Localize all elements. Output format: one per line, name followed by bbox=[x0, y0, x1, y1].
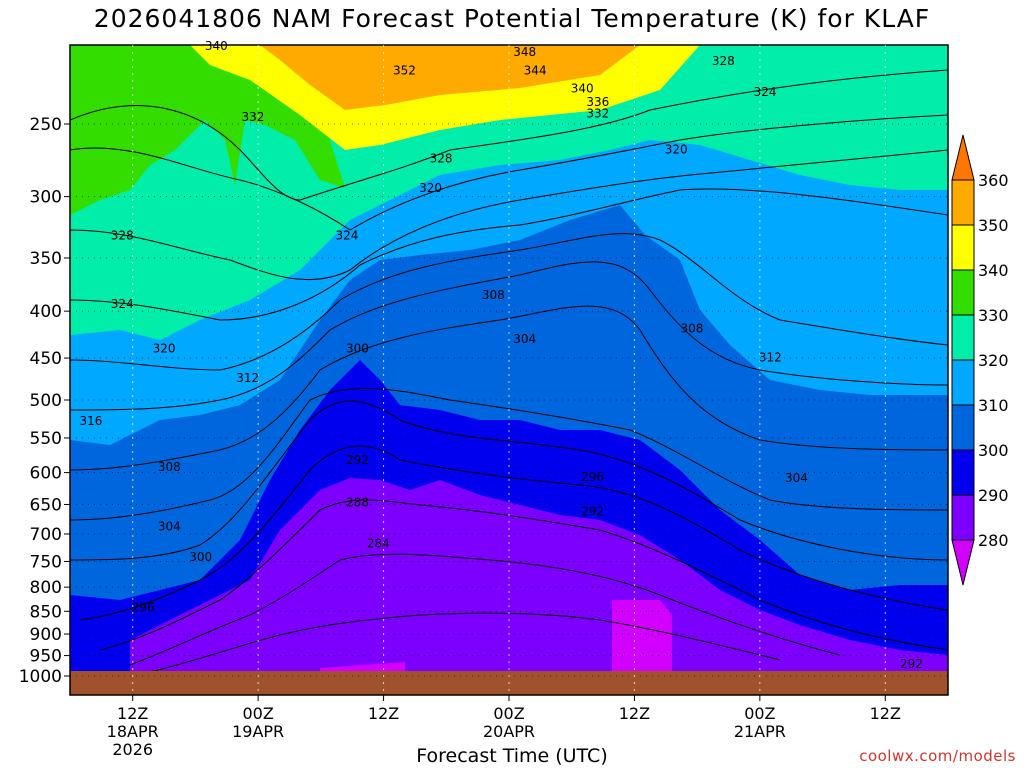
x-tick-label: 12Z bbox=[117, 704, 148, 723]
y-tick-label: 900 bbox=[30, 625, 62, 645]
contour-label: 336 bbox=[586, 95, 609, 109]
colorbar-label: 310 bbox=[978, 396, 1009, 415]
x-tick-label: 12Z bbox=[619, 704, 650, 723]
contour-label: 320 bbox=[665, 143, 688, 157]
field-290-300 bbox=[130, 478, 948, 695]
contour-label: 304 bbox=[513, 332, 536, 346]
contour-label: 324 bbox=[336, 229, 359, 243]
contour-label: 292 bbox=[900, 657, 923, 671]
colorbar-label: 330 bbox=[978, 306, 1009, 325]
contour-label: 340 bbox=[205, 39, 228, 53]
contour-labels: 3403523483443403363323283243203323283203… bbox=[79, 39, 922, 671]
contour-label: 300 bbox=[189, 550, 212, 564]
x-tick-label: 18APR bbox=[107, 722, 159, 741]
colorbar: 280 290 300 310 320 330 340 350 360 bbox=[951, 134, 1009, 586]
contour-label: 332 bbox=[586, 107, 609, 121]
colorbar-label: 320 bbox=[978, 351, 1009, 370]
y-tick-label: 300 bbox=[30, 188, 62, 208]
y-tick-label: 650 bbox=[30, 495, 62, 515]
contour-label: 308 bbox=[482, 288, 505, 302]
colorbar-swatch bbox=[951, 179, 975, 226]
colorbar-swatch bbox=[951, 359, 975, 406]
colorbar-swatch bbox=[951, 494, 975, 541]
contour-label: 308 bbox=[158, 460, 181, 474]
y-tick-label: 350 bbox=[30, 249, 62, 269]
contour-label: 300 bbox=[346, 341, 369, 355]
colorbar-bottom-arrow bbox=[951, 539, 975, 586]
x-tick-label: 2026 bbox=[112, 740, 153, 759]
field-360-orange bbox=[260, 45, 640, 110]
colorbar-label: 360 bbox=[978, 171, 1009, 190]
contour-label: 320 bbox=[153, 341, 176, 355]
y-tick-label: 950 bbox=[30, 647, 62, 667]
contour-lines bbox=[70, 69, 948, 673]
y-tick-label: 1000 bbox=[19, 667, 62, 687]
plot-area bbox=[70, 45, 948, 695]
y-tick-label: 850 bbox=[30, 602, 62, 622]
grid-lines bbox=[70, 45, 948, 695]
x-tick-label: 00Z bbox=[242, 704, 273, 723]
contour-label: 352 bbox=[393, 63, 416, 77]
credit-link[interactable]: coolwx.com/models bbox=[859, 747, 1016, 765]
y-tick-label: 400 bbox=[30, 302, 62, 322]
x-tick-label: 00Z bbox=[493, 704, 524, 723]
y-tick-label: 600 bbox=[30, 464, 62, 484]
contour-label: 332 bbox=[241, 110, 264, 124]
contour-label: 284 bbox=[367, 536, 390, 550]
contour-label: 308 bbox=[680, 322, 703, 336]
y-tick-label: 800 bbox=[30, 578, 62, 598]
contour-label: 328 bbox=[111, 229, 134, 243]
contour-label: 312 bbox=[236, 371, 259, 385]
contour-label: 292 bbox=[346, 453, 369, 467]
colorbar-top-arrow bbox=[951, 134, 975, 181]
x-tick-label: 00Z bbox=[744, 704, 775, 723]
x-tick-label: 19APR bbox=[232, 722, 284, 741]
contour-label: 312 bbox=[759, 350, 782, 364]
x-axis-title: Forecast Time (UTC) bbox=[416, 745, 608, 767]
contour-label: 324 bbox=[754, 85, 777, 99]
colorbar-label: 340 bbox=[978, 261, 1009, 280]
contour-label: 320 bbox=[419, 181, 442, 195]
colorbar-swatch bbox=[951, 404, 975, 451]
contour-label: 348 bbox=[513, 45, 536, 59]
y-tick-label: 700 bbox=[30, 525, 62, 545]
contour-label: 328 bbox=[712, 54, 735, 68]
y-tick-label: 500 bbox=[30, 391, 62, 411]
x-tick-label: 20APR bbox=[483, 722, 535, 741]
contour-label: 296 bbox=[132, 601, 155, 615]
contour-label: 296 bbox=[581, 470, 604, 484]
contour-label: 340 bbox=[571, 81, 594, 95]
field-280-290 bbox=[612, 600, 672, 680]
contour-label: 324 bbox=[111, 297, 134, 311]
y-tick-label: 250 bbox=[30, 115, 62, 135]
contour-label: 304 bbox=[158, 519, 181, 533]
colorbar-swatch bbox=[951, 314, 975, 361]
y-tick-label: 550 bbox=[30, 429, 62, 449]
contour-label: 328 bbox=[430, 152, 453, 166]
x-tick-label: 12Z bbox=[368, 704, 399, 723]
contour-label: 316 bbox=[79, 414, 102, 428]
contour-label: 304 bbox=[785, 471, 808, 485]
colorbar-swatch bbox=[951, 224, 975, 271]
contour-label: 344 bbox=[524, 63, 547, 77]
colorbar-label: 280 bbox=[978, 531, 1009, 550]
chart-title: 2026041806 NAM Forecast Potential Temper… bbox=[93, 4, 931, 33]
contour-label: 292 bbox=[581, 505, 604, 519]
x-tick-label: 12Z bbox=[870, 704, 901, 723]
y-tick-label: 450 bbox=[30, 349, 62, 369]
y-axis: 250 300 350 400 450 500 550 600 650 700 750 800 850 9… bbox=[19, 115, 70, 687]
y-tick-label: 750 bbox=[30, 552, 62, 572]
colorbar-label: 290 bbox=[978, 486, 1009, 505]
colorbar-label: 300 bbox=[978, 441, 1009, 460]
x-tick-label: 21APR bbox=[734, 722, 786, 741]
colorbar-swatch bbox=[951, 269, 975, 316]
colorbar-label: 350 bbox=[978, 216, 1009, 235]
colorbar-swatch bbox=[951, 449, 975, 496]
contour-label: 288 bbox=[346, 495, 369, 509]
